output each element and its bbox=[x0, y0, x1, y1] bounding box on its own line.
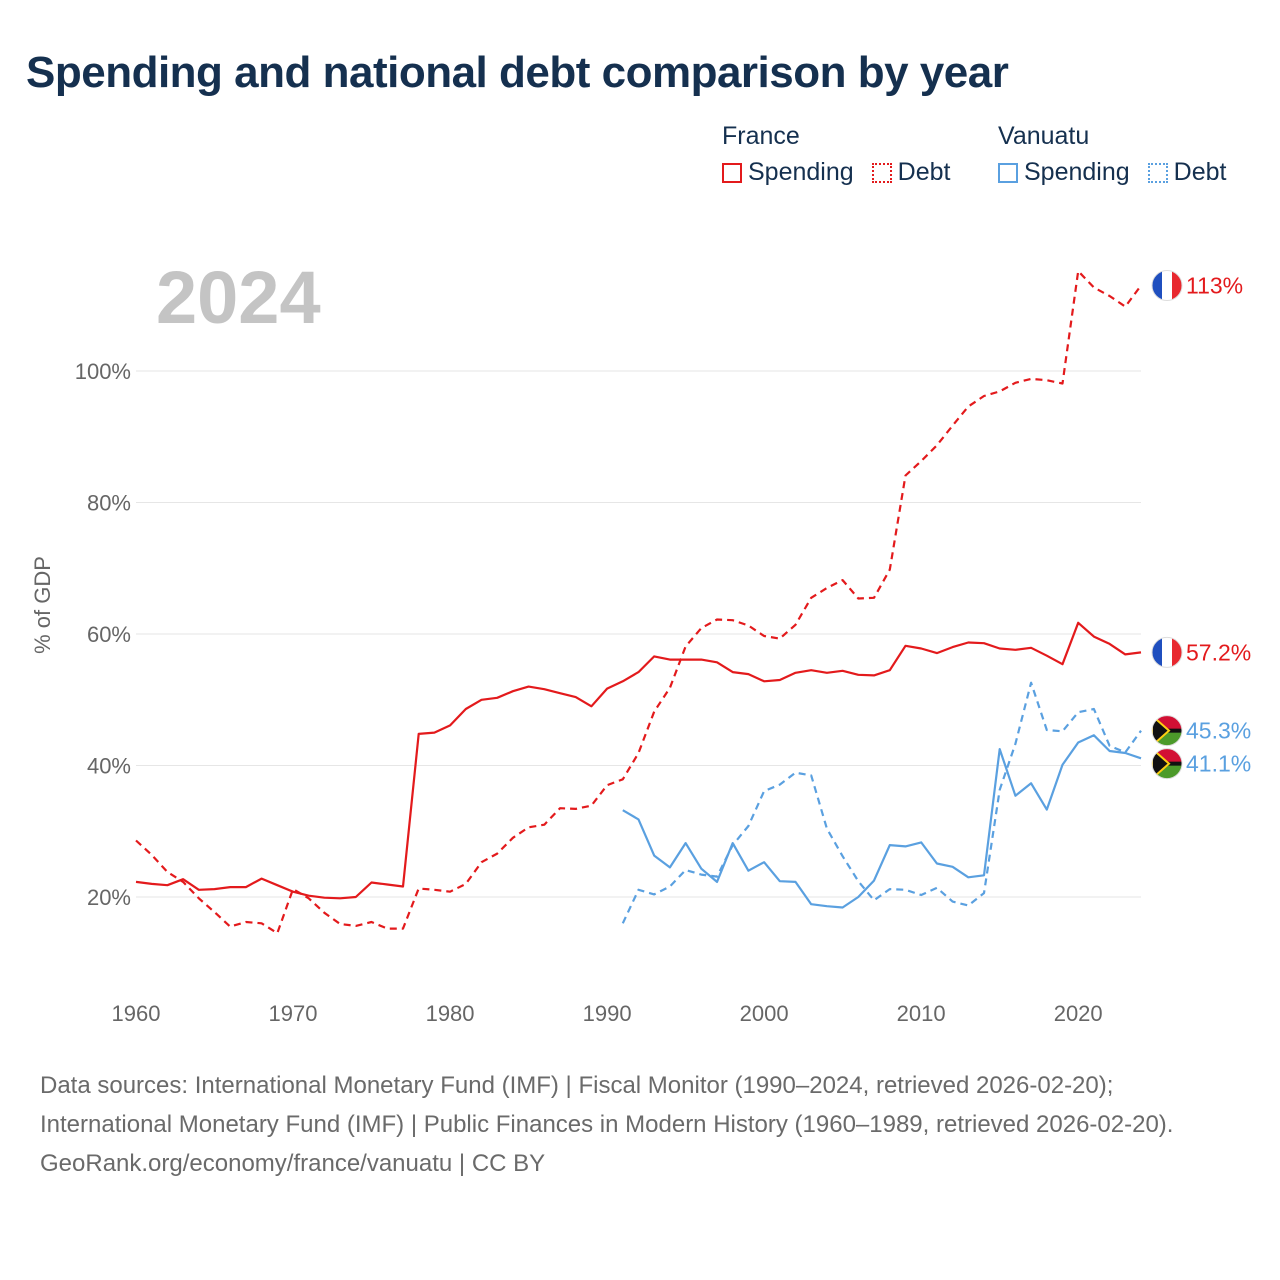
legend-swatch-solid bbox=[998, 162, 1018, 183]
x-tick-label: 2020 bbox=[1054, 1001, 1103, 1026]
x-tick-label: 1960 bbox=[112, 1001, 161, 1026]
legend-label: Spending bbox=[748, 158, 854, 186]
chart-title: Spending and national debt comparison by… bbox=[26, 48, 1009, 97]
legend-swatch-dotted bbox=[871, 162, 892, 183]
footer: Data sources: International Monetary Fun… bbox=[40, 1066, 1240, 1183]
y-tick-label: 20% bbox=[87, 885, 131, 910]
x-tick-label: 1970 bbox=[269, 1001, 318, 1026]
legend-item-vanuatu-debt[interactable]: Debt bbox=[1147, 158, 1227, 187]
france-flag-icon bbox=[1151, 636, 1183, 668]
attribution-link[interactable]: GeoRank.org/economy/france/vanuatu | CC … bbox=[40, 1150, 546, 1177]
end-value-label: 41.1% bbox=[1186, 751, 1251, 777]
y-tick-label: 60% bbox=[87, 622, 131, 647]
end-value-label: 45.3% bbox=[1186, 718, 1251, 744]
end-value-label: 113% bbox=[1186, 273, 1243, 299]
vanuatu-flag-icon bbox=[1151, 715, 1183, 747]
x-tick-label: 1990 bbox=[583, 1001, 632, 1026]
x-tick-label: 2010 bbox=[897, 1001, 946, 1026]
end-value-label: 57.2% bbox=[1186, 639, 1251, 665]
series-line-france-spending bbox=[135, 621, 1142, 900]
legend-item-france-spending[interactable]: Spending bbox=[722, 158, 854, 187]
legend-swatch-dotted bbox=[1147, 162, 1168, 183]
y-axis-label: % of GDP bbox=[30, 556, 55, 654]
legend-group-label: Vanuatu bbox=[998, 122, 1090, 150]
legend-group-label: France bbox=[722, 122, 800, 150]
data-sources-text: Data sources: International Monetary Fun… bbox=[40, 1072, 1174, 1138]
legend-item-vanuatu-spending[interactable]: Spending bbox=[998, 158, 1130, 187]
y-tick-label: 40% bbox=[87, 754, 131, 779]
france-flag-icon bbox=[1151, 270, 1183, 302]
legend-label: Debt bbox=[1173, 158, 1227, 186]
legend-label: Debt bbox=[897, 158, 951, 186]
vanuatu-flag-icon bbox=[1151, 748, 1183, 780]
series-line-vanuatu-debt bbox=[621, 681, 1142, 924]
legend-item-france-debt[interactable]: Debt bbox=[871, 158, 951, 187]
legend-label: Spending bbox=[1024, 158, 1130, 186]
y-tick-label: 80% bbox=[87, 491, 131, 516]
legend-swatch-solid bbox=[722, 162, 742, 183]
legend-group-vanuatu: Vanuatu Spending Debt bbox=[998, 122, 1244, 187]
series-line-france-debt bbox=[135, 270, 1142, 935]
line-chart: 2024 20% 40% 60% 80% 100% 1960 1970 1980 1990 2000… bbox=[30, 256, 1251, 1026]
legend-group-france: France Spending Debt bbox=[722, 122, 968, 187]
y-tick-label: 100% bbox=[75, 359, 131, 384]
x-tick-label: 2000 bbox=[740, 1001, 789, 1026]
year-watermark: 2024 bbox=[156, 256, 321, 339]
x-tick-label: 1980 bbox=[426, 1001, 475, 1026]
series-line-vanuatu-spending bbox=[622, 734, 1142, 909]
